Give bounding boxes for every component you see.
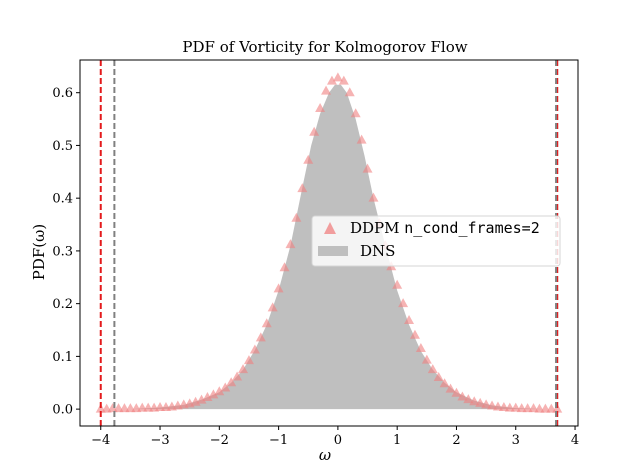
ddpm-marker xyxy=(208,389,219,399)
y-tick-label: 0.4 xyxy=(52,192,73,207)
ddpm-marker xyxy=(332,72,343,82)
y-tick-label: 0.5 xyxy=(52,139,73,154)
ddpm-marker xyxy=(285,239,296,249)
ddpm-marker xyxy=(427,364,438,374)
axes-frame xyxy=(79,59,579,427)
x-tick-label: 0 xyxy=(334,433,342,448)
ddpm-marker xyxy=(344,87,355,97)
ddpm-marker xyxy=(350,108,361,118)
ddpm-marker xyxy=(439,378,450,388)
legend-dns-label: DNS xyxy=(360,242,395,260)
ddpm-marker xyxy=(469,396,480,406)
x-tick-label: 1 xyxy=(393,433,401,448)
ddpm-marker xyxy=(238,364,249,374)
x-tick-label: −2 xyxy=(210,433,229,448)
ddpm-marker xyxy=(303,154,314,164)
x-tick-label: 4 xyxy=(571,433,579,448)
ddpm-marker xyxy=(487,400,498,410)
x-tick-label: 2 xyxy=(452,433,460,448)
legend-ddpm-prefix: DDPM xyxy=(350,219,404,237)
ddpm-marker xyxy=(445,383,456,393)
y-tick-label: 0.1 xyxy=(52,350,73,365)
ddpm-marker xyxy=(362,163,373,173)
x-tick-label: 3 xyxy=(512,433,520,448)
ddpm-marker xyxy=(457,391,468,401)
y-tick-label: 0.6 xyxy=(52,86,73,101)
legend-ddpm-marker xyxy=(324,222,336,234)
legend-ddpm-code: n_cond_frames=2 xyxy=(404,219,539,237)
ddpm-marker xyxy=(552,403,563,413)
ddpm-marker xyxy=(433,371,444,381)
ddpm-marker xyxy=(309,126,320,136)
ddpm-marker xyxy=(451,387,462,397)
ddpm-marker xyxy=(226,377,237,387)
ddpm-marker xyxy=(220,382,231,392)
legend: DDPM n_cond_frames=2 DNS xyxy=(311,215,561,267)
ddpm-marker xyxy=(297,183,308,193)
x-tick-label: −4 xyxy=(91,433,110,448)
ddpm-marker xyxy=(273,283,284,293)
ddpm-marker xyxy=(415,342,426,352)
ddpm-marker xyxy=(321,85,332,95)
ddpm-marker xyxy=(368,192,379,202)
ddpm-marker xyxy=(249,344,260,354)
ddpm-marker xyxy=(463,394,474,404)
x-tick-label: −1 xyxy=(269,433,288,448)
ddpm-marker xyxy=(291,212,302,222)
ddpm-marker xyxy=(261,318,272,328)
y-tick-label: 0.2 xyxy=(52,297,73,312)
ddpm-marker xyxy=(267,302,278,312)
ddpm-marker xyxy=(356,134,367,144)
ddpm-marker xyxy=(392,279,403,289)
ddpm-marker xyxy=(398,298,409,308)
y-tick-label: 0.0 xyxy=(52,403,73,418)
ddpm-marker xyxy=(315,103,326,113)
y-tick-label: 0.3 xyxy=(52,244,73,259)
x-tick-label: −3 xyxy=(150,433,169,448)
ddpm-marker xyxy=(255,332,266,342)
legend-box xyxy=(311,215,561,267)
ddpm-marker xyxy=(338,75,349,85)
chart-title: PDF of Vorticity for Kolmogorov Flow xyxy=(182,38,467,56)
ddpm-marker xyxy=(202,392,213,402)
svg-text:DDPM n_cond_frames=2: DDPM n_cond_frames=2 xyxy=(350,219,540,237)
ddpm-markers xyxy=(95,72,563,413)
ddpm-marker xyxy=(481,399,492,409)
legend-dns-swatch xyxy=(318,246,348,256)
ddpm-marker xyxy=(232,371,243,381)
ddpm-marker xyxy=(279,262,290,272)
ddpm-marker xyxy=(214,386,225,396)
ddpm-marker xyxy=(326,75,337,85)
y-axis-label: PDF(ω) xyxy=(30,224,48,280)
ddpm-marker xyxy=(196,394,207,404)
ddpm-marker xyxy=(475,397,486,407)
ddpm-marker xyxy=(409,329,420,339)
axes: −4 −3 −2 −1 0 1 2 3 4 0.0 0.1 0.2 0.3 0.4 0.5 0.6 xyxy=(52,59,579,448)
x-axis-label: ω xyxy=(319,446,331,464)
ddpm-marker xyxy=(243,355,254,365)
ddpm-marker xyxy=(404,315,415,325)
ddpm-marker xyxy=(421,354,432,364)
